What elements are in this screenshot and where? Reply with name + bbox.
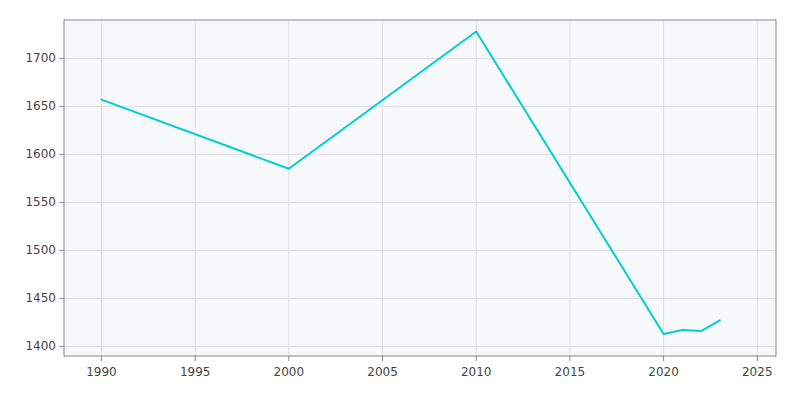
plot-background <box>64 20 776 356</box>
y-tick-label: 1450 <box>25 291 56 305</box>
y-tick-label: 1550 <box>25 195 56 209</box>
y-tick-label: 1600 <box>25 147 56 161</box>
x-tick-label: 2015 <box>555 365 586 379</box>
x-grid-line <box>195 20 196 356</box>
chart-svg: 1400 1450 1500 1550 1600 1650 1700 1990 1995 2000… <box>0 0 800 400</box>
y-tick-label: 1500 <box>25 243 56 257</box>
x-tick <box>476 356 477 361</box>
x-grid-line <box>288 20 289 356</box>
y-tick-label: 1700 <box>25 51 56 65</box>
x-grid-line <box>476 20 477 356</box>
x-tick <box>757 356 758 361</box>
y-grid-line <box>64 298 776 299</box>
x-tick-label: 2010 <box>461 365 492 379</box>
y-grid-line <box>64 106 776 107</box>
y-tick <box>59 202 64 203</box>
x-grid-line <box>663 20 664 356</box>
x-tick <box>663 356 664 361</box>
y-tick <box>59 250 64 251</box>
y-tick-label: 1650 <box>25 99 56 113</box>
x-tick <box>288 356 289 361</box>
x-tick-label: 2000 <box>274 365 305 379</box>
x-tick <box>569 356 570 361</box>
x-tick <box>101 356 102 361</box>
plot-frame <box>64 20 776 356</box>
y-grid-line <box>64 250 776 251</box>
data-layer <box>101 32 719 334</box>
y-grid-line <box>64 346 776 347</box>
x-grid-line <box>757 20 758 356</box>
y-tick <box>59 298 64 299</box>
x-tick-label: 2005 <box>367 365 398 379</box>
x-tick <box>382 356 383 361</box>
x-tick-label: 2020 <box>648 365 679 379</box>
x-grid-line <box>101 20 102 356</box>
x-grid-line <box>382 20 383 356</box>
y-tick-label: 1400 <box>25 339 56 353</box>
x-tick-label: 2025 <box>742 365 773 379</box>
y-grid-line <box>64 58 776 59</box>
y-tick <box>59 154 64 155</box>
y-tick <box>59 58 64 59</box>
x-grid-line <box>569 20 570 356</box>
y-tick <box>59 106 64 107</box>
x-tick-label: 1990 <box>86 365 117 379</box>
grid <box>64 20 776 356</box>
chart-root: 1400 1450 1500 1550 1600 1650 1700 1990 1995 2000… <box>0 0 800 400</box>
y-grid-line <box>64 202 776 203</box>
y-grid-line <box>64 154 776 155</box>
y-tick <box>59 346 64 347</box>
data-line <box>101 32 719 334</box>
x-tick <box>195 356 196 361</box>
x-tick-label: 1995 <box>180 365 211 379</box>
